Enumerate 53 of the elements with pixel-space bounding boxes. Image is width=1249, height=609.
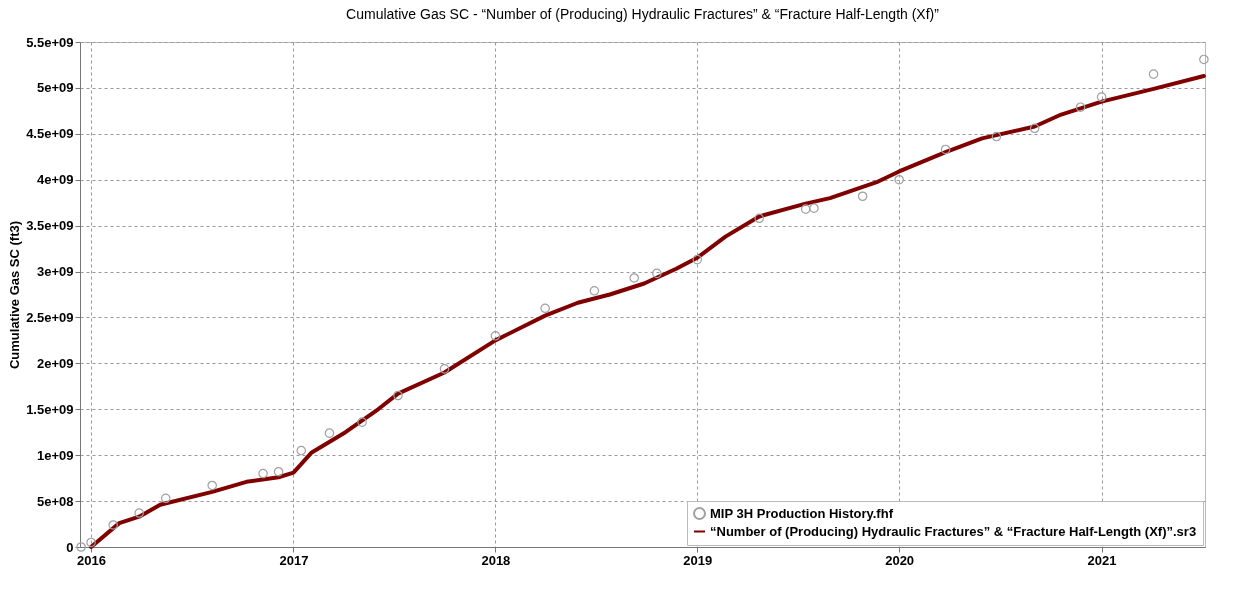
point xyxy=(160,493,171,504)
point xyxy=(393,390,403,401)
point xyxy=(940,144,951,155)
y-tick-label: 5.5e+09 xyxy=(26,34,74,50)
x-tick-label: 2018 xyxy=(481,552,511,568)
x-tick-label: 2021 xyxy=(1087,552,1117,568)
point xyxy=(857,191,868,202)
y-tick-label: 1.5e+09 xyxy=(26,401,74,417)
line-series xyxy=(89,73,1206,549)
point xyxy=(296,445,307,456)
point xyxy=(1029,123,1040,134)
x-tick-label: 2017 xyxy=(279,552,309,568)
point xyxy=(207,480,217,491)
y-tick-label: 3e+09 xyxy=(36,264,74,280)
y-tick-label: 1e+09 xyxy=(36,447,74,463)
point xyxy=(324,428,335,438)
point xyxy=(692,254,703,265)
chart-title: Cumulative Gas SC - “Number of (Producing) Hydraulic Fractures” & “Fracture Half-Length (Xf)” xyxy=(346,6,940,22)
y-tick-label: 2e+09 xyxy=(36,355,74,371)
point xyxy=(754,213,764,224)
point xyxy=(1096,92,1107,102)
x-tick-label: 2016 xyxy=(77,552,107,568)
point xyxy=(258,468,268,479)
point xyxy=(490,331,501,341)
y-tick-label: 3.5e+09 xyxy=(26,218,74,234)
point xyxy=(991,131,1002,142)
point xyxy=(1199,54,1209,65)
point xyxy=(273,466,284,477)
point xyxy=(357,417,367,427)
y-tick-label: 4e+09 xyxy=(36,172,74,188)
y-axis-title: Cumulative Gas SC (ft3) xyxy=(7,220,23,370)
point xyxy=(1075,102,1086,112)
y-tick-label: 5e+08 xyxy=(36,493,74,509)
legend-label: “Number of (Producing) Hydraulic Fractures” & “Fracture Half-Length (Xf)”.sr3 xyxy=(710,523,1197,539)
y-tick-label: 4.5e+09 xyxy=(26,126,74,142)
y-tick-label: 2.5e+09 xyxy=(26,309,74,325)
x-tick-label: 2019 xyxy=(683,552,713,568)
point xyxy=(134,508,144,518)
y-tick-label: 5e+09 xyxy=(36,80,74,96)
point xyxy=(540,303,550,314)
y-tick-label: 0 xyxy=(66,539,74,555)
legend-label: MIP 3H Production History.fhf xyxy=(710,505,894,521)
x-tick-label: 2020 xyxy=(885,552,915,568)
point xyxy=(86,537,96,548)
point xyxy=(629,273,639,283)
point xyxy=(809,203,819,213)
point xyxy=(108,520,118,530)
point xyxy=(894,174,904,185)
point xyxy=(439,364,450,374)
point xyxy=(652,268,662,279)
point xyxy=(589,286,600,296)
point xyxy=(800,204,811,214)
point xyxy=(1148,69,1159,79)
